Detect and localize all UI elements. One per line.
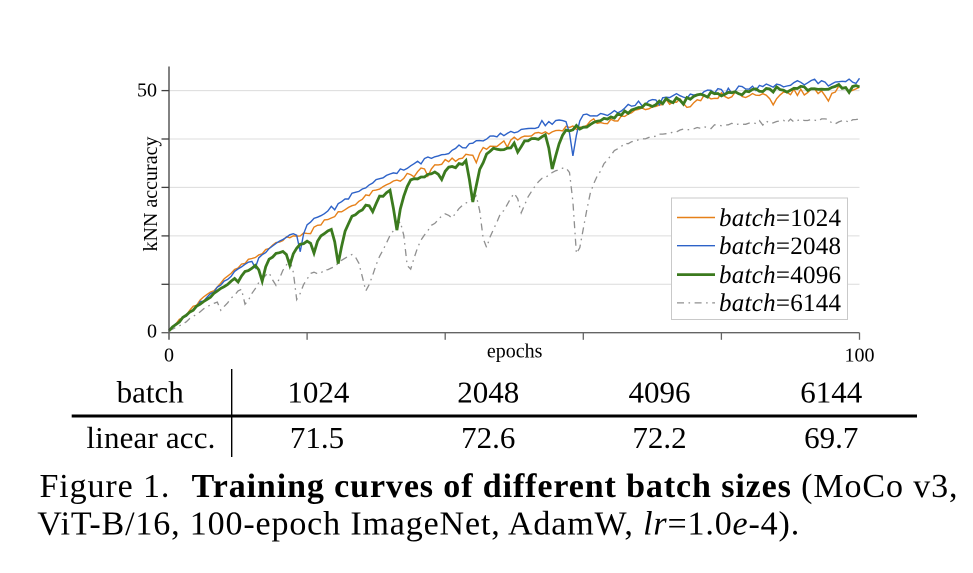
svg-text:50: 50 — [137, 80, 157, 102]
svg-text:ViT-B/16, 100-epoch ImageNet,: ViT-B/16, 100-epoch ImageNet, AdamW, lr=… — [37, 506, 799, 543]
svg-text:batch=4096: batch=4096 — [719, 262, 841, 289]
svg-text:100: 100 — [845, 345, 875, 367]
svg-text:kNN accuracy: kNN accuracy — [140, 137, 162, 252]
svg-text:71.5: 71.5 — [290, 420, 344, 455]
svg-text:0: 0 — [147, 320, 157, 342]
svg-text:batch=2048: batch=2048 — [719, 233, 841, 260]
svg-text:1024: 1024 — [287, 374, 350, 409]
svg-text:epochs: epochs — [487, 341, 543, 363]
svg-text:72.2: 72.2 — [632, 420, 686, 455]
svg-text:batch=6144: batch=6144 — [719, 290, 842, 317]
svg-text:6144: 6144 — [800, 374, 863, 409]
svg-text:72.6: 72.6 — [461, 420, 515, 455]
svg-text:4096: 4096 — [629, 374, 691, 409]
svg-text:batch: batch — [117, 374, 185, 409]
svg-text:69.7: 69.7 — [804, 420, 858, 455]
svg-text:batch=1024: batch=1024 — [719, 205, 842, 232]
svg-text:2048: 2048 — [457, 374, 519, 409]
svg-text:0: 0 — [164, 345, 174, 367]
svg-text:linear acc.: linear acc. — [86, 420, 215, 455]
svg-text:Figure 1. Training curves of d: Figure 1. Training curves of different b… — [40, 468, 958, 505]
